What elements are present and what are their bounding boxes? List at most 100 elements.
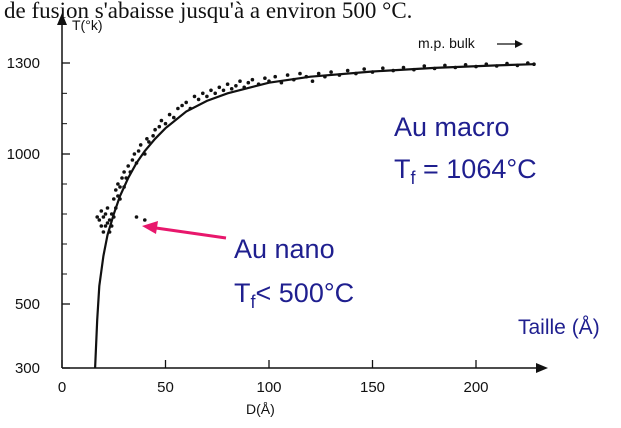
data-point bbox=[134, 215, 139, 219]
macro-t: T bbox=[394, 154, 411, 184]
data-point bbox=[205, 94, 209, 99]
data-point bbox=[120, 176, 124, 180]
data-point bbox=[263, 76, 267, 80]
x-tick-label: 0 bbox=[58, 379, 66, 396]
data-point bbox=[130, 158, 135, 162]
annotation-macro: Au macro Tf = 1064°C bbox=[394, 112, 537, 188]
nano-temp: Tf< 500°C bbox=[234, 278, 354, 312]
data-point bbox=[401, 65, 406, 70]
data-point bbox=[209, 88, 213, 93]
nano-arrow-line bbox=[155, 226, 227, 240]
data-point bbox=[217, 85, 222, 90]
nano-label: Au nano bbox=[234, 234, 335, 264]
data-point bbox=[99, 209, 104, 213]
data-point bbox=[443, 63, 447, 68]
y-tick-label: 500 bbox=[15, 296, 40, 313]
data-point bbox=[163, 121, 168, 126]
data-point bbox=[105, 221, 110, 225]
data-point bbox=[192, 94, 197, 99]
data-point bbox=[246, 80, 251, 85]
y-tick-label: 300 bbox=[15, 360, 40, 377]
plot-axes bbox=[57, 13, 548, 373]
data-point bbox=[221, 88, 226, 93]
data-point bbox=[138, 143, 143, 147]
macro-temp: Tf = 1064°C bbox=[394, 154, 537, 188]
nano-rest: < 500°C bbox=[256, 278, 355, 308]
data-point bbox=[116, 182, 120, 186]
data-point bbox=[122, 170, 126, 174]
x-tick-label: 100 bbox=[256, 379, 281, 396]
data-point bbox=[285, 73, 290, 77]
data-point bbox=[273, 74, 278, 79]
x-tick-label: 150 bbox=[360, 379, 385, 396]
data-point bbox=[201, 91, 205, 96]
y-axis-label: T(°k) bbox=[72, 17, 102, 33]
nano-sub: f bbox=[251, 292, 257, 312]
data-point bbox=[147, 140, 151, 144]
nano-t: T bbox=[234, 278, 251, 308]
data-point bbox=[329, 70, 333, 74]
data-point bbox=[362, 67, 367, 71]
data-point bbox=[381, 66, 385, 70]
bulk-arrow-icon bbox=[515, 40, 523, 48]
y-tick-label: 1000 bbox=[7, 146, 40, 163]
data-point bbox=[136, 149, 141, 153]
data-point bbox=[316, 71, 321, 76]
annotation-nano: Au nano Tf< 500°C bbox=[142, 221, 354, 312]
data-point bbox=[107, 218, 112, 222]
data-point bbox=[159, 118, 164, 123]
bulk-label: m.p. bulk bbox=[418, 35, 476, 51]
macro-sub: f bbox=[411, 168, 417, 188]
data-point bbox=[101, 230, 106, 234]
data-point bbox=[422, 64, 427, 68]
data-point bbox=[97, 218, 102, 222]
data-point bbox=[196, 97, 201, 102]
data-point bbox=[153, 127, 157, 132]
data-point bbox=[225, 82, 230, 86]
data-point bbox=[145, 137, 149, 141]
data-point bbox=[176, 106, 180, 111]
x-tick-label: 50 bbox=[157, 379, 174, 396]
data-point bbox=[250, 77, 255, 82]
caption-fragment: de fusion s'abaisse jusqu'à a environ 50… bbox=[4, 0, 412, 23]
bulk-marker: m.p. bulk bbox=[418, 35, 523, 51]
data-point bbox=[234, 84, 238, 88]
data-point bbox=[114, 188, 118, 192]
nano-arrow-icon bbox=[142, 221, 158, 234]
data-point bbox=[151, 134, 155, 138]
data-point bbox=[310, 79, 315, 83]
data-point bbox=[238, 79, 242, 83]
data-point bbox=[298, 71, 302, 76]
x-ticks: 0 50 100 150 200 bbox=[58, 360, 489, 396]
data-point bbox=[105, 206, 110, 210]
data-point bbox=[132, 152, 137, 156]
data-point bbox=[229, 87, 234, 91]
fit-curve bbox=[94, 63, 535, 369]
taille-label: Taille (Å) bbox=[518, 316, 600, 339]
macro-rest: = 1064°C bbox=[416, 154, 537, 184]
data-point bbox=[118, 185, 122, 189]
y-axis-arrow-icon bbox=[57, 13, 67, 25]
data-point bbox=[143, 218, 147, 222]
data-point bbox=[345, 68, 350, 73]
x-axis-arrow-icon bbox=[536, 363, 548, 373]
data-point bbox=[172, 115, 176, 120]
data-point bbox=[95, 215, 99, 219]
data-point bbox=[99, 224, 104, 228]
data-point bbox=[112, 197, 116, 201]
x-tick-label: 200 bbox=[463, 379, 488, 396]
data-point bbox=[167, 112, 172, 117]
data-point bbox=[126, 164, 130, 168]
data-point bbox=[157, 124, 162, 129]
x-axis-label: D(Å) bbox=[246, 401, 275, 417]
data-point bbox=[180, 103, 184, 108]
y-ticks: 300 500 1000 1300 bbox=[7, 55, 70, 377]
data-point bbox=[184, 100, 188, 105]
data-points bbox=[95, 61, 536, 234]
y-tick-label: 1300 bbox=[7, 55, 40, 72]
macro-label: Au macro bbox=[394, 112, 510, 142]
data-point bbox=[103, 212, 108, 216]
data-point bbox=[213, 91, 217, 96]
data-point bbox=[103, 224, 108, 228]
